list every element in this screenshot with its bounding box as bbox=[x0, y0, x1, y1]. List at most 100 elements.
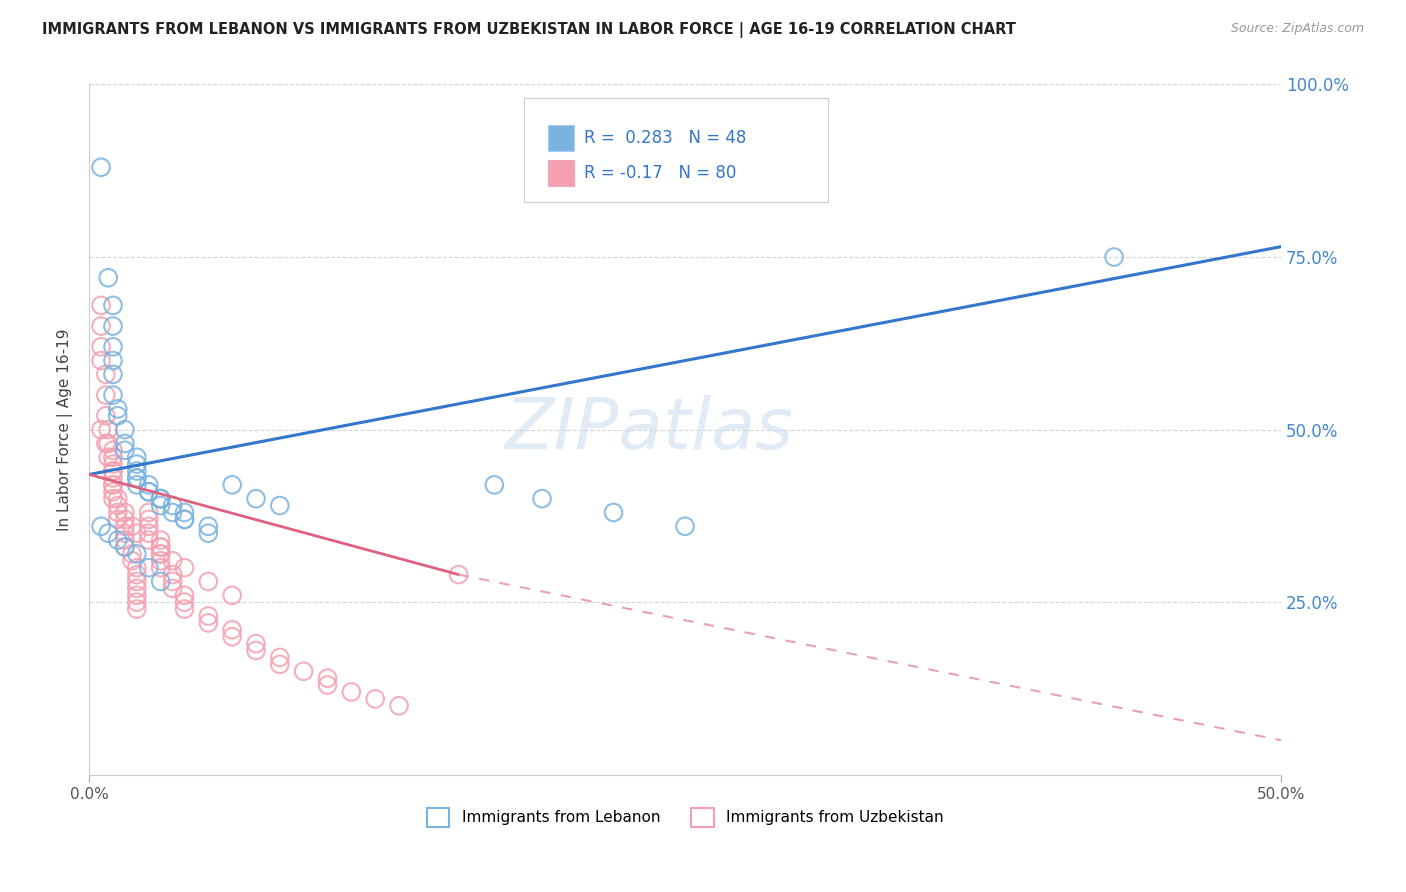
Point bbox=[114, 519, 136, 533]
Point bbox=[197, 615, 219, 630]
Point bbox=[107, 491, 129, 506]
Point bbox=[101, 450, 124, 465]
Point bbox=[121, 519, 143, 533]
Point bbox=[173, 560, 195, 574]
Point bbox=[149, 491, 172, 506]
Point bbox=[364, 691, 387, 706]
Point bbox=[162, 554, 184, 568]
Point bbox=[162, 582, 184, 596]
Point bbox=[107, 512, 129, 526]
Point bbox=[673, 519, 696, 533]
Point bbox=[221, 630, 243, 644]
Point bbox=[125, 574, 148, 589]
Point bbox=[97, 436, 120, 450]
Point bbox=[221, 478, 243, 492]
Bar bbox=[548, 125, 574, 152]
Point bbox=[197, 609, 219, 624]
Point bbox=[101, 478, 124, 492]
Point bbox=[138, 526, 160, 541]
Point bbox=[125, 560, 148, 574]
Point bbox=[101, 443, 124, 458]
Point bbox=[125, 464, 148, 478]
Point bbox=[90, 423, 112, 437]
Point bbox=[138, 533, 160, 547]
Bar bbox=[548, 160, 574, 186]
Point bbox=[121, 547, 143, 561]
Point bbox=[173, 512, 195, 526]
Point bbox=[125, 526, 148, 541]
Point bbox=[101, 464, 124, 478]
Point bbox=[90, 161, 112, 175]
Point bbox=[1102, 250, 1125, 264]
Point bbox=[149, 547, 172, 561]
Point bbox=[197, 519, 219, 533]
Point bbox=[162, 574, 184, 589]
Point bbox=[138, 519, 160, 533]
Point bbox=[97, 270, 120, 285]
Point bbox=[125, 567, 148, 582]
Point bbox=[101, 478, 124, 492]
Text: IMMIGRANTS FROM LEBANON VS IMMIGRANTS FROM UZBEKISTAN IN LABOR FORCE | AGE 16-19: IMMIGRANTS FROM LEBANON VS IMMIGRANTS FR… bbox=[42, 22, 1017, 38]
Point bbox=[602, 506, 624, 520]
Point bbox=[125, 471, 148, 485]
Point bbox=[162, 499, 184, 513]
Point bbox=[447, 567, 470, 582]
Point bbox=[114, 423, 136, 437]
Point bbox=[245, 491, 267, 506]
Point bbox=[97, 450, 120, 465]
Point bbox=[125, 595, 148, 609]
Point bbox=[173, 506, 195, 520]
Point bbox=[125, 450, 148, 465]
Point bbox=[107, 499, 129, 513]
Point bbox=[107, 506, 129, 520]
Point bbox=[149, 533, 172, 547]
Point bbox=[292, 665, 315, 679]
Point bbox=[90, 353, 112, 368]
Point bbox=[114, 512, 136, 526]
Point bbox=[101, 353, 124, 368]
Point bbox=[340, 685, 363, 699]
Point bbox=[94, 368, 117, 382]
FancyBboxPatch shape bbox=[524, 98, 828, 202]
Point bbox=[114, 526, 136, 541]
Point bbox=[101, 484, 124, 499]
Point bbox=[149, 560, 172, 574]
Point bbox=[114, 540, 136, 554]
Point bbox=[316, 671, 339, 685]
Point bbox=[121, 554, 143, 568]
Point bbox=[173, 588, 195, 602]
Point bbox=[245, 643, 267, 657]
Legend: Immigrants from Lebanon, Immigrants from Uzbekistan: Immigrants from Lebanon, Immigrants from… bbox=[420, 802, 949, 833]
Point bbox=[138, 484, 160, 499]
Point bbox=[173, 512, 195, 526]
Point bbox=[138, 512, 160, 526]
Point bbox=[114, 443, 136, 458]
Point bbox=[149, 540, 172, 554]
Point bbox=[101, 319, 124, 334]
Point bbox=[125, 478, 148, 492]
Point bbox=[125, 457, 148, 471]
Point bbox=[316, 678, 339, 692]
Point bbox=[138, 478, 160, 492]
Point bbox=[101, 340, 124, 354]
Point bbox=[221, 623, 243, 637]
Point bbox=[149, 491, 172, 506]
Point bbox=[138, 506, 160, 520]
Point bbox=[114, 436, 136, 450]
Point bbox=[97, 423, 120, 437]
Point bbox=[94, 436, 117, 450]
Point bbox=[149, 554, 172, 568]
Point bbox=[197, 574, 219, 589]
Point bbox=[197, 526, 219, 541]
Point bbox=[269, 499, 291, 513]
Point bbox=[149, 540, 172, 554]
Point bbox=[101, 491, 124, 506]
Point bbox=[90, 319, 112, 334]
Point bbox=[107, 401, 129, 416]
Point bbox=[173, 595, 195, 609]
Point bbox=[149, 547, 172, 561]
Point bbox=[269, 650, 291, 665]
Point bbox=[107, 409, 129, 423]
Point bbox=[125, 582, 148, 596]
Point bbox=[125, 602, 148, 616]
